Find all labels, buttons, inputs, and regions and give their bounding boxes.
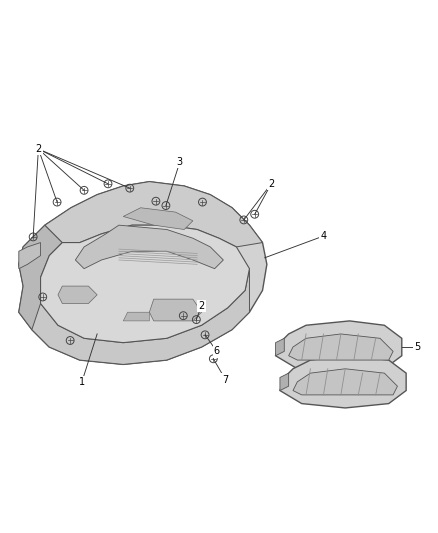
Text: 2: 2 (198, 301, 205, 311)
Text: 3: 3 (177, 157, 183, 167)
Text: 2: 2 (268, 179, 274, 189)
Polygon shape (149, 299, 201, 321)
Polygon shape (19, 225, 62, 347)
Text: 2: 2 (35, 144, 42, 154)
Polygon shape (58, 286, 97, 303)
Text: 4: 4 (320, 231, 326, 241)
Text: 7: 7 (223, 375, 229, 385)
Polygon shape (289, 334, 393, 360)
Polygon shape (19, 243, 41, 269)
Polygon shape (75, 225, 223, 269)
Polygon shape (19, 182, 267, 365)
Polygon shape (45, 182, 262, 247)
Polygon shape (280, 373, 289, 391)
Polygon shape (41, 225, 250, 343)
Polygon shape (123, 312, 149, 321)
Polygon shape (276, 321, 402, 373)
Polygon shape (123, 208, 193, 230)
Text: 1: 1 (79, 377, 85, 387)
Polygon shape (280, 356, 406, 408)
Polygon shape (276, 338, 284, 356)
Polygon shape (32, 269, 250, 365)
Polygon shape (293, 369, 397, 395)
Text: 6: 6 (214, 346, 220, 357)
Text: 5: 5 (414, 342, 420, 352)
